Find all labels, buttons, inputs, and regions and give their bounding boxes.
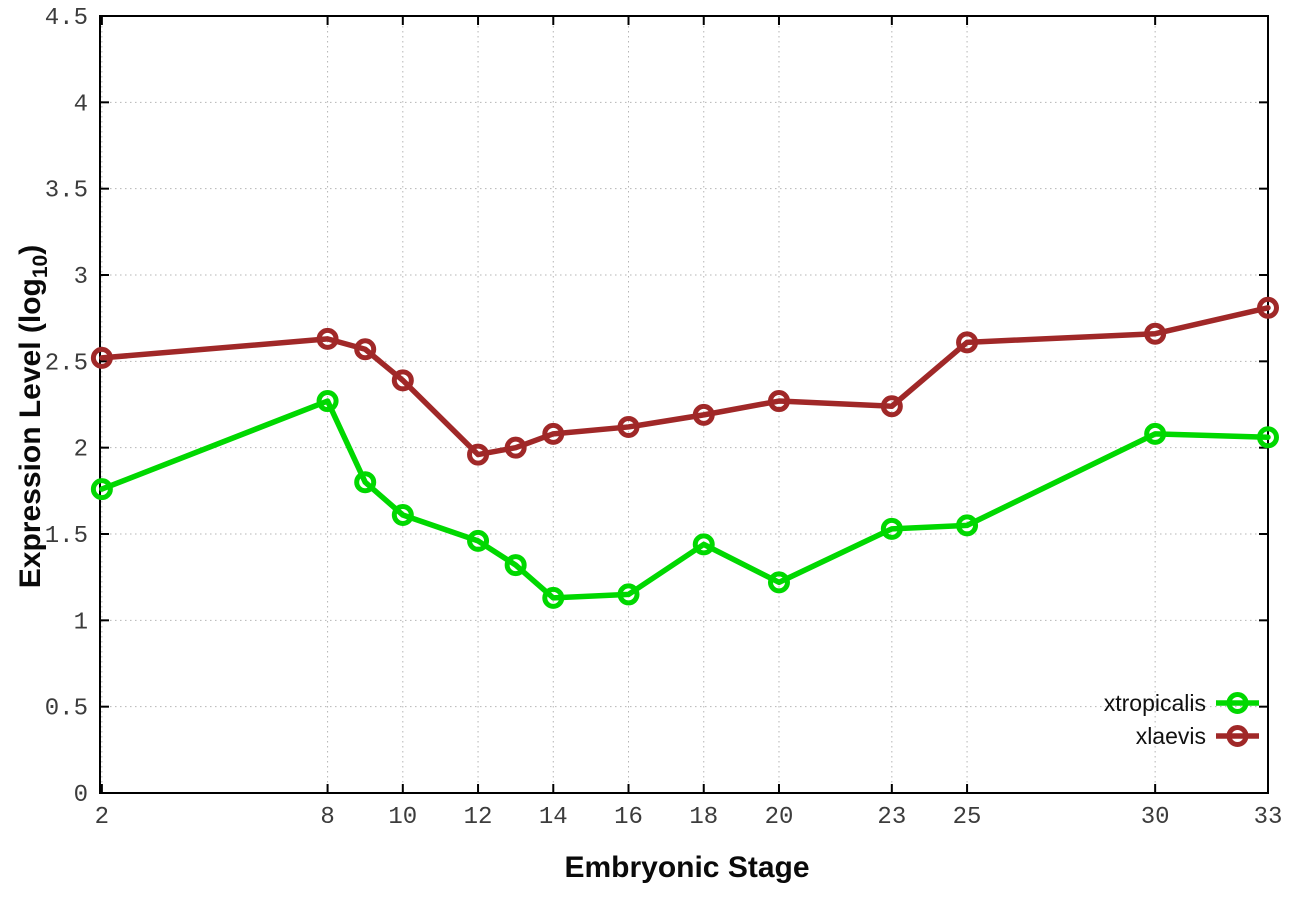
data-point-xlaevis <box>504 436 527 459</box>
data-point-xtropicalis <box>90 478 113 501</box>
legend-sample-marker-xtropicalis <box>1226 692 1249 714</box>
x-tick-label: 10 <box>388 804 417 831</box>
y-tick-label: 2.5 <box>45 350 88 377</box>
series-line-xtropicalis <box>99 398 1271 601</box>
data-point-xlaevis <box>1144 322 1167 345</box>
y-tick-label: 3 <box>74 264 88 291</box>
legend-sample-marker-xlaevis <box>1226 725 1249 747</box>
x-tick-label: 14 <box>539 804 568 831</box>
data-point-xlaevis <box>391 369 414 392</box>
x-tick-label: 20 <box>765 804 794 831</box>
data-point-xtropicalis <box>354 471 377 494</box>
data-point-xtropicalis <box>617 583 640 606</box>
data-point-xtropicalis <box>692 533 715 556</box>
legend-label-xtropicalis: xtropicalis <box>1104 690 1206 716</box>
x-tick-label: 33 <box>1254 804 1283 831</box>
x-tick-label: 8 <box>320 804 334 831</box>
data-point-xtropicalis <box>1144 422 1167 445</box>
data-point-xtropicalis <box>467 529 490 552</box>
y-tick-label: 4 <box>74 91 88 118</box>
data-point-xlaevis <box>692 403 715 426</box>
data-point-xtropicalis <box>1257 426 1279 449</box>
x-tick-label: 23 <box>877 804 906 831</box>
y-tick-label: 2 <box>74 437 88 464</box>
data-point-xtropicalis <box>316 390 339 413</box>
data-point-xtropicalis <box>542 586 565 609</box>
plot-border <box>99 15 1269 794</box>
x-axis-label: Embryonic Stage <box>564 851 809 884</box>
y-axis-label: Expression Level (log10) <box>14 245 52 588</box>
series-line-xlaevis <box>99 305 1271 458</box>
x-tick-label: 16 <box>614 804 643 831</box>
data-point-xlaevis <box>542 422 565 445</box>
data-point-xlaevis <box>1257 296 1279 319</box>
legend-label-xlaevis: xlaevis <box>1136 723 1206 749</box>
y-tick-label: 1.5 <box>45 523 88 550</box>
data-point-xlaevis <box>767 390 790 413</box>
y-tick-label: 1 <box>74 609 88 636</box>
data-point-xlaevis <box>354 338 377 361</box>
x-tick-label: 25 <box>953 804 982 831</box>
data-point-xtropicalis <box>504 554 527 577</box>
data-point-xtropicalis <box>767 571 790 594</box>
x-tick-label: 2 <box>95 804 109 831</box>
data-point-xtropicalis <box>880 517 903 540</box>
data-point-xtropicalis <box>391 504 414 527</box>
y-tick-label: 3.5 <box>45 178 88 205</box>
data-point-xlaevis <box>880 395 903 418</box>
data-point-xlaevis <box>617 415 640 438</box>
y-tick-label: 0.5 <box>45 696 88 723</box>
x-tick-label: 12 <box>464 804 493 831</box>
x-tick-label: 18 <box>689 804 718 831</box>
data-point-xlaevis <box>90 346 113 369</box>
y-tick-label: 4.5 <box>45 5 88 32</box>
y-tick-label: 0 <box>74 782 88 809</box>
data-point-xlaevis <box>467 443 490 466</box>
data-point-xtropicalis <box>956 514 979 537</box>
data-point-xlaevis <box>316 327 339 350</box>
data-point-xlaevis <box>956 331 979 354</box>
x-tick-label: 30 <box>1141 804 1170 831</box>
